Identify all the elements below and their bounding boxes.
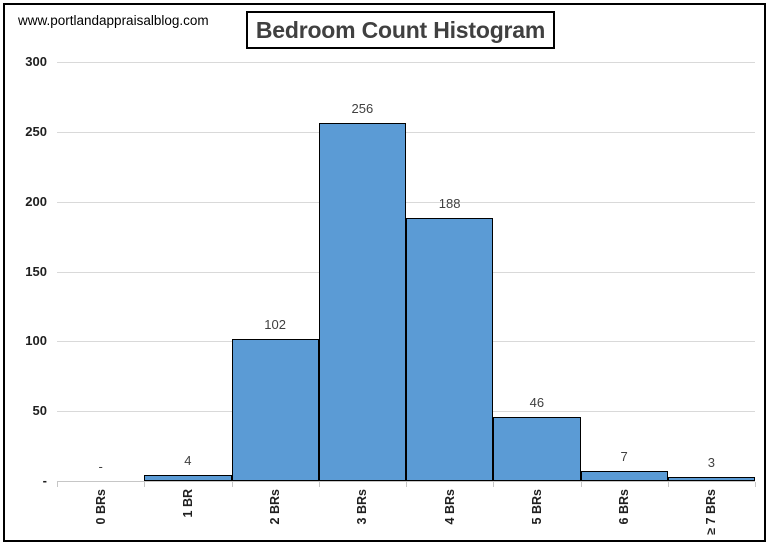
chart-title: Bedroom Count Histogram xyxy=(255,16,546,43)
bar-data-label: 102 xyxy=(264,316,286,332)
bar-data-label: 7 xyxy=(620,449,628,465)
bar-data-label: 188 xyxy=(438,196,461,212)
x-axis-line xyxy=(57,481,755,482)
y-gridline-200 xyxy=(57,201,755,203)
chart-title-box: Bedroom Count Histogram xyxy=(246,11,555,49)
y-gridline-250 xyxy=(57,131,755,133)
x-axis-category-label: 6 BRs xyxy=(617,489,632,525)
histogram-bar-5-brs xyxy=(493,416,581,481)
bar-data-label: 256 xyxy=(351,101,374,117)
x-axis-tick xyxy=(580,482,582,487)
x-axis-tick xyxy=(406,482,407,487)
x-axis-tick xyxy=(755,482,756,487)
x-axis-category-label: 0 BRs xyxy=(93,489,108,525)
x-axis-category-label: 4 BRs xyxy=(442,489,457,525)
x-axis-category-label: 3 BRs xyxy=(355,489,370,525)
x-axis-tick xyxy=(493,482,495,487)
bar-data-label: 4 xyxy=(184,453,192,469)
x-axis-tick xyxy=(667,482,669,487)
y-axis-tick-label: 200 xyxy=(25,193,47,209)
x-axis-category-label: 5 BRs xyxy=(529,489,544,525)
x-axis-tick xyxy=(318,482,320,487)
x-axis-category-label: 2 BRs xyxy=(268,489,283,525)
histogram-bar-3-brs xyxy=(318,123,406,481)
x-axis-category-label: 1 BR xyxy=(180,489,195,518)
x-axis-tick xyxy=(144,482,146,487)
histogram-bar-1-br xyxy=(144,475,232,481)
histogram-bar-2-brs xyxy=(231,338,319,481)
bar-data-label: 3 xyxy=(707,454,715,470)
y-axis-tick-label: 150 xyxy=(25,263,47,279)
bar-data-label: 46 xyxy=(529,394,545,410)
y-axis-tick-label: 300 xyxy=(25,54,47,69)
histogram-bar-6-brs xyxy=(580,471,668,481)
x-axis-tick xyxy=(57,482,58,487)
y-gridline-300 xyxy=(57,62,755,63)
bar-data-label: - xyxy=(98,459,103,474)
y-axis-tick-label: 50 xyxy=(32,403,47,419)
histogram-bar-4-brs xyxy=(406,218,494,481)
watermark-url: www.portlandappraisalblog.com xyxy=(18,13,209,28)
y-axis-tick-label: 250 xyxy=(25,123,47,139)
x-axis-tick xyxy=(231,482,233,487)
x-axis-category-label: ≥ 7 BRs xyxy=(704,489,719,535)
y-axis-tick-label: 100 xyxy=(25,333,47,349)
histogram-bar--7-brs xyxy=(667,476,755,481)
y-axis-tick-label: - xyxy=(42,473,47,488)
